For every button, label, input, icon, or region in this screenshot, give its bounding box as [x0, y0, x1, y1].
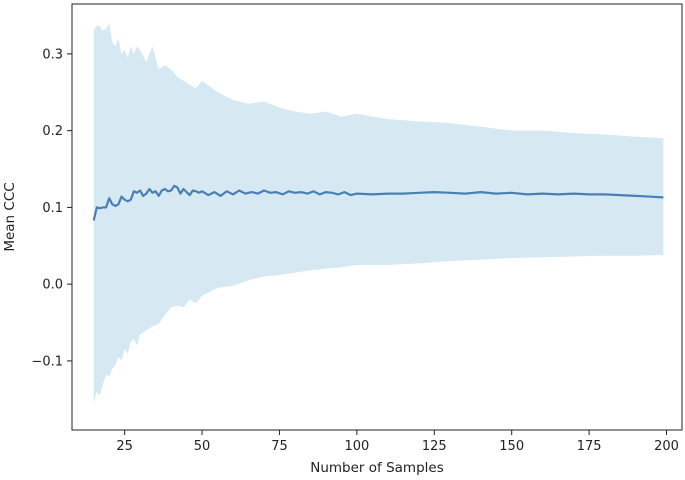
confidence-band [93, 23, 664, 404]
y-tick-label: 0.1 [42, 201, 63, 216]
y-tick-label: −0.1 [31, 354, 63, 369]
confidence-band-layer [93, 23, 664, 404]
x-tick-label: 75 [271, 439, 288, 454]
x-axis-label: Number of Samples [310, 460, 443, 476]
mean-line-layer [92, 184, 664, 221]
axes-frame [71, 3, 683, 431]
y-axis-ticks: −0.1 0.0 0.1 0.2 0.3 [31, 47, 72, 369]
x-tick-label: 150 [499, 439, 524, 454]
plot-frame [71, 3, 683, 431]
mean-line [92, 184, 664, 221]
y-tick-label: 0.2 [42, 124, 63, 139]
x-tick-label: 125 [422, 439, 447, 454]
x-tick-label: 50 [194, 439, 211, 454]
x-tick-label: 100 [344, 439, 369, 454]
x-axis-ticks: 25 50 75 100 125 150 175 200 [116, 430, 679, 454]
y-axis-label: Mean CCC [2, 182, 18, 251]
x-tick-label: 200 [654, 439, 679, 454]
x-tick-label: 25 [116, 439, 133, 454]
y-tick-label: 0.0 [42, 278, 63, 293]
x-tick-label: 175 [577, 439, 602, 454]
y-tick-label: 0.3 [42, 47, 63, 62]
